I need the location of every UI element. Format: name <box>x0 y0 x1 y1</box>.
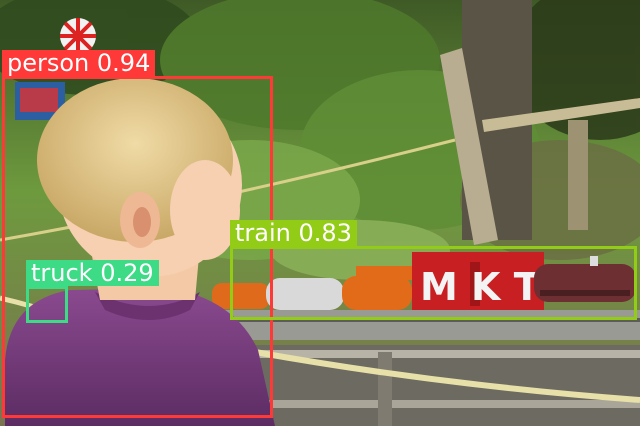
fence-rail <box>482 98 640 132</box>
fence-post-right <box>568 120 588 230</box>
walkway-rail-lower <box>240 400 640 408</box>
walkway-rail <box>240 350 640 358</box>
detection-label-truck: truck 0.29 <box>26 260 159 286</box>
train-car-lettering: M K T <box>420 265 540 309</box>
walkway-post <box>378 352 392 426</box>
collar <box>95 292 200 320</box>
model-train: M K T <box>212 252 636 310</box>
detection-box-train <box>230 246 637 320</box>
fence-post <box>440 48 498 245</box>
shirt <box>5 288 275 426</box>
track-rail <box>200 318 640 322</box>
detection-label-person: person 0.94 <box>2 50 156 76</box>
detection-label-train: train 0.83 <box>230 220 357 246</box>
face-cheek <box>170 160 240 260</box>
rope-lower <box>254 349 640 403</box>
detection-box-truck <box>26 286 68 323</box>
track-bed <box>200 310 640 340</box>
